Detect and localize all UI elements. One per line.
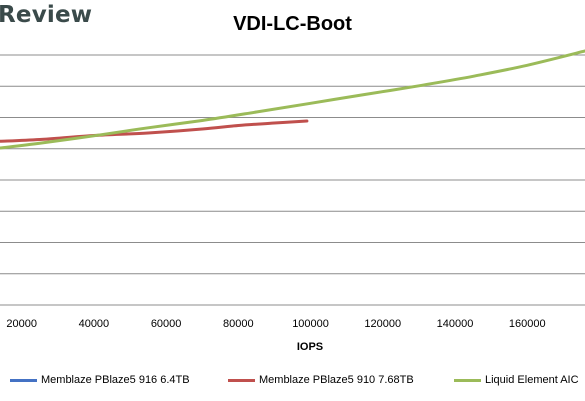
legend-swatch <box>228 378 255 382</box>
legend-label: Memblaze PBlaze5 910 7.68TB <box>259 374 414 386</box>
x-tick-labels: 20000 40000 60000 80000 100000 120000 140000 16… <box>6 318 545 330</box>
series-line-2 <box>0 49 585 150</box>
x-axis-label: IOPS <box>297 341 323 353</box>
legend-swatch <box>10 378 37 382</box>
x-tick-label: 20000 <box>6 318 37 330</box>
series-line-1 <box>0 119 309 143</box>
x-tick-label: 40000 <box>79 318 110 330</box>
x-tick-label: 100000 <box>292 318 329 330</box>
x-tick-label: 120000 <box>364 318 401 330</box>
series-lines <box>0 49 585 150</box>
gridlines <box>0 54 585 306</box>
legend-item: Liquid Element AIC <box>454 370 579 390</box>
site-logo: Review <box>0 2 93 28</box>
x-tick-label: 60000 <box>151 318 182 330</box>
x-tick-label: 160000 <box>509 318 546 330</box>
legend-swatch <box>454 378 481 382</box>
legend-item: Memblaze PBlaze5 916 6.4TB <box>10 370 190 390</box>
legend-label: Liquid Element AIC <box>485 374 579 386</box>
legend-item: Memblaze PBlaze5 910 7.68TB <box>228 370 414 390</box>
chart-title: VDI-LC-Boot <box>233 13 352 35</box>
legend-label: Memblaze PBlaze5 916 6.4TB <box>41 374 190 386</box>
chart-legend: Memblaze PBlaze5 916 6.4TB Memblaze PBlaz… <box>0 370 585 390</box>
x-tick-label: 80000 <box>223 318 254 330</box>
line-chart: 20000 40000 60000 80000 100000 120000 140000 16… <box>0 49 585 353</box>
x-tick-label: 140000 <box>437 318 474 330</box>
